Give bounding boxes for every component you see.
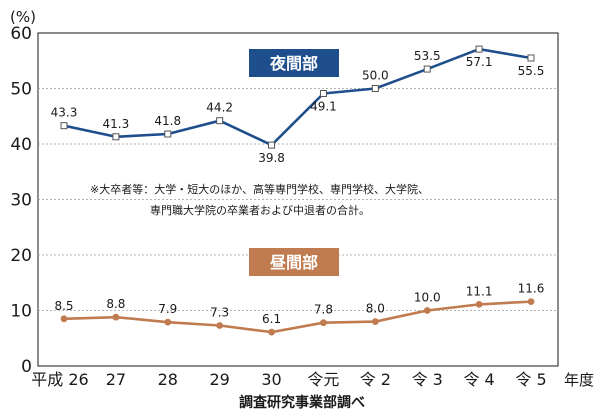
y-tick-label: 0 <box>21 357 32 377</box>
x-tick-label: 令 2 <box>360 370 391 389</box>
data-label: 8.0 <box>366 302 385 316</box>
source-label: 調査研究事業部調べ <box>239 394 365 411</box>
x-tick-label: 29 <box>209 370 229 389</box>
note-line-2: 専門職大学院の卒業者および中退者の合計。 <box>150 203 370 217</box>
data-label: 41.3 <box>103 117 130 131</box>
data-label: 57.1 <box>466 55 493 69</box>
axis-layer: 0 10 20 30 40 50 60 平成 26 27 28 29 30 令元 令 2 令 3 令 4 令 5 <box>10 24 546 389</box>
series-layer: 43.3 41.3 41.8 44.2 39.8 49.1 50.0 53.5 57.1 55.5… <box>51 45 545 336</box>
data-point <box>423 307 431 314</box>
data-label: 7.9 <box>158 302 177 316</box>
data-label: 55.5 <box>518 64 545 78</box>
data-point <box>268 328 275 336</box>
y-unit-label: (%) <box>10 8 36 26</box>
data-label: 53.5 <box>414 49 441 63</box>
y-tick-label: 20 <box>10 246 32 266</box>
data-point <box>216 117 224 125</box>
series-badge-0 <box>249 49 339 77</box>
data-label: 41.8 <box>154 114 181 128</box>
data-label: 7.8 <box>314 303 333 317</box>
data-point <box>164 318 172 326</box>
data-point <box>423 65 431 73</box>
x-tick-label: 令元 <box>307 370 339 389</box>
x-tick-label: 27 <box>106 370 126 389</box>
data-point <box>164 130 172 138</box>
data-point <box>527 298 535 306</box>
series-line-0 <box>63 47 532 147</box>
x-tick-label: 28 <box>158 370 178 389</box>
series-name-label: 昼間部 <box>269 253 318 272</box>
data-label: 7.3 <box>210 305 229 319</box>
x-tick-label: 令 4 <box>463 370 494 389</box>
data-point <box>475 45 483 53</box>
y-tick-label: 10 <box>10 302 32 322</box>
data-label: 8.8 <box>106 297 125 311</box>
x-tick-label: 平成 26 <box>31 370 88 389</box>
y-tick-label: 50 <box>10 80 32 100</box>
data-point <box>320 319 327 327</box>
data-point <box>319 89 327 97</box>
data-label: 6.1 <box>262 312 281 326</box>
data-label: 11.6 <box>518 282 545 296</box>
data-label: 43.3 <box>51 106 78 120</box>
data-point <box>527 54 535 62</box>
series-name-label: 夜間部 <box>269 54 318 73</box>
data-point <box>216 322 224 329</box>
note-line-1: ※大卒者等：大学・短大のほか、高等専門学校、専門学校、大学院、 <box>90 182 429 196</box>
y-tick-label: 30 <box>10 191 32 211</box>
x-unit-label: 年度 <box>564 371 594 389</box>
data-label: 49.1 <box>310 99 337 113</box>
data-label: 8.5 <box>54 299 73 313</box>
x-tick-label: 令 5 <box>515 370 546 389</box>
x-tick-label: 令 3 <box>412 370 443 389</box>
y-tick-label: 60 <box>10 24 32 44</box>
data-point <box>371 318 379 325</box>
data-point <box>268 141 276 149</box>
data-point <box>112 313 120 321</box>
data-label: 39.8 <box>258 151 285 165</box>
data-label: 10.0 <box>414 291 441 305</box>
data-label: 11.1 <box>466 284 493 298</box>
data-label: 50.0 <box>362 69 389 83</box>
data-point <box>475 300 483 308</box>
data-point <box>60 315 68 323</box>
data-label: 44.2 <box>206 101 233 115</box>
data-point <box>60 122 68 130</box>
x-tick-label: 30 <box>261 370 281 389</box>
data-point <box>112 133 120 141</box>
series-badge-1 <box>249 248 339 276</box>
data-point <box>371 85 379 92</box>
series-line-1 <box>63 300 532 334</box>
y-tick-label: 40 <box>10 135 32 155</box>
